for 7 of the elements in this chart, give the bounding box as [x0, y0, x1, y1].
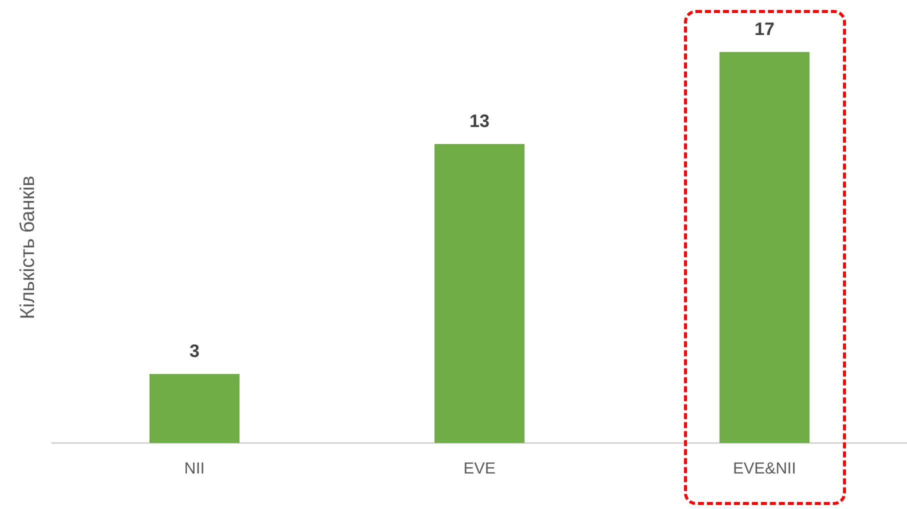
- data-label: 17: [754, 19, 775, 39]
- x-tick-label: EVE: [463, 460, 496, 478]
- x-tick-label: NII: [184, 460, 205, 478]
- x-tick-label: EVE&NII: [732, 460, 796, 478]
- data-label: 13: [469, 111, 490, 131]
- data-label: 3: [189, 341, 200, 361]
- y-axis-title: Кількість банків: [17, 176, 39, 320]
